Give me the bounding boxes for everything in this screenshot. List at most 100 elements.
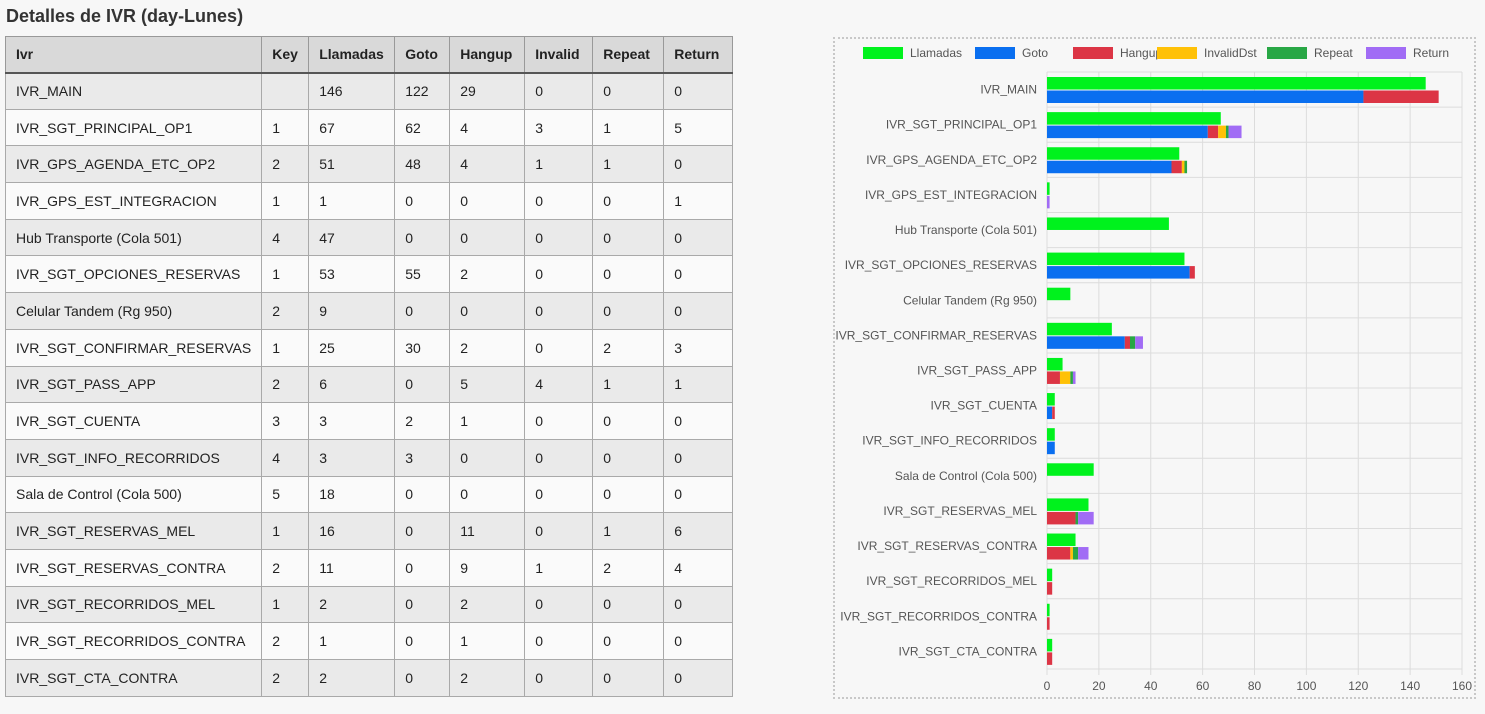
- cell-invalid: 0: [524, 255, 594, 294]
- cell-hangup: 4: [449, 108, 526, 147]
- cell-llamadas: 9: [308, 292, 396, 330]
- cell-invalid: 0: [524, 585, 594, 624]
- category-label: IVR_SGT_CTA_CONTRA: [899, 644, 1037, 658]
- column-header-llamadas[interactable]: Llamadas: [308, 36, 396, 74]
- column-header-goto[interactable]: Goto: [394, 36, 451, 74]
- cell-llamadas: 1: [308, 182, 396, 220]
- bar-llamadas: [1047, 498, 1089, 511]
- cell-invalid: 0: [524, 475, 594, 514]
- cell-goto: 3: [394, 438, 451, 477]
- cell-llamadas: 1: [308, 622, 396, 660]
- cell-repeat: 0: [592, 255, 665, 294]
- category-label: IVR_SGT_RECORRIDOS_MEL: [866, 574, 1037, 588]
- bar-invaliddst: [1181, 160, 1185, 174]
- category-label: IVR_SGT_CONFIRMAR_RESERVAS: [835, 328, 1037, 342]
- cell-repeat: 0: [592, 622, 665, 660]
- bar-repeat: [1225, 125, 1229, 139]
- legend-label: InvalidDst: [1204, 46, 1257, 60]
- cell-key: 1: [261, 328, 310, 367]
- column-header-invalid[interactable]: Invalid: [524, 36, 594, 74]
- cell-invalid: 0: [524, 328, 594, 367]
- table-row: IVR_SGT_RESERVAS_MEL 1 16 0 11 0 1 6: [4, 512, 734, 550]
- cell-return: 0: [663, 585, 734, 624]
- cell-invalid: 4: [524, 365, 594, 404]
- cell-repeat: 2: [592, 328, 665, 367]
- cell-ivr: IVR_SGT_CTA_CONTRA: [4, 659, 263, 697]
- bar-llamadas: [1047, 112, 1221, 125]
- cell-key: 2: [261, 365, 310, 404]
- legend-swatch: [863, 47, 903, 59]
- cell-return: 1: [663, 182, 734, 220]
- category-label: IVR_SGT_OPCIONES_RESERVAS: [845, 258, 1037, 272]
- cell-hangup: 2: [449, 255, 526, 294]
- cell-goto: 0: [394, 292, 451, 330]
- cell-hangup: 4: [449, 145, 526, 184]
- legend-swatch: [1366, 47, 1406, 59]
- cell-hangup: 2: [449, 659, 526, 697]
- bar-hangup: [1189, 266, 1195, 279]
- bar-goto: [1047, 441, 1055, 455]
- bar-llamadas: [1047, 393, 1055, 406]
- table-row: IVR_SGT_CUENTA 3 3 2 1 0 0 0: [4, 402, 734, 440]
- category-label: Celular Tandem (Rg 950): [903, 293, 1037, 307]
- cell-invalid: 0: [524, 622, 594, 660]
- cell-return: 0: [663, 145, 734, 184]
- cell-goto: 55: [394, 255, 451, 294]
- bar-hangup: [1052, 406, 1055, 420]
- bar-hangup: [1207, 125, 1219, 139]
- category-label: IVR_SGT_INFO_RECORRIDOS: [862, 434, 1037, 448]
- category-label: IVR_SGT_CUENTA: [931, 399, 1037, 413]
- bar-hangup: [1047, 582, 1053, 595]
- bar-llamadas: [1047, 217, 1169, 230]
- bar-goto: [1047, 90, 1364, 103]
- cell-key: 2: [261, 145, 310, 184]
- legend-swatch: [1157, 47, 1197, 59]
- legend-swatch: [975, 47, 1015, 59]
- category-label: IVR_SGT_RESERVAS_CONTRA: [857, 539, 1037, 553]
- category-label: Hub Transporte (Cola 501): [895, 223, 1037, 237]
- table-row: IVR_SGT_RESERVAS_CONTRA 2 11 0 9 1 2 4: [4, 548, 734, 587]
- cell-ivr: IVR_GPS_AGENDA_ETC_OP2: [4, 145, 263, 184]
- column-header-return[interactable]: Return: [663, 36, 734, 74]
- column-header-repeat[interactable]: Repeat: [592, 36, 665, 74]
- bar-return: [1078, 547, 1089, 560]
- cell-goto: 0: [394, 512, 451, 550]
- bar-llamadas: [1047, 77, 1426, 90]
- cell-key: 2: [261, 548, 310, 587]
- bar-hangup: [1363, 90, 1439, 103]
- cell-key: 4: [261, 438, 310, 477]
- table-row: IVR_SGT_CONFIRMAR_RESERVAS 1 25 30 2 0 2 3: [4, 328, 734, 367]
- cell-llamadas: 3: [308, 402, 396, 440]
- x-tick-label: 120: [1348, 679, 1368, 693]
- bar-llamadas: [1047, 568, 1053, 582]
- cell-return: 0: [663, 402, 734, 440]
- legend-label: Goto: [1022, 46, 1048, 60]
- cell-hangup: 5: [449, 365, 526, 404]
- column-header-hangup[interactable]: Hangup: [449, 36, 526, 74]
- bar-llamadas: [1047, 182, 1050, 195]
- ivr-bar-chart: 0 20 40 60 80 100 120 140 160 IVR_MAIN IVR_SGT_PRI…: [833, 37, 1476, 699]
- cell-ivr: IVR_SGT_RESERVAS_CONTRA: [4, 548, 263, 587]
- x-tick-label: 20: [1092, 679, 1106, 693]
- bar-llamadas: [1047, 147, 1180, 160]
- column-header-key[interactable]: Key: [261, 36, 310, 74]
- cell-repeat: 0: [592, 585, 665, 624]
- cell-llamadas: 51: [308, 145, 396, 184]
- cell-key: 5: [261, 475, 310, 514]
- bar-llamadas: [1047, 322, 1112, 336]
- cell-return: 3: [663, 328, 734, 367]
- bar-hangup: [1047, 617, 1050, 630]
- bar-hangup: [1047, 547, 1071, 560]
- cell-llamadas: 25: [308, 328, 396, 367]
- category-label: IVR_SGT_RECORRIDOS_CONTRA: [840, 609, 1037, 623]
- bar-hangup: [1124, 336, 1130, 349]
- cell-goto: 0: [394, 659, 451, 697]
- cell-ivr: IVR_MAIN: [4, 72, 263, 110]
- cell-repeat: 1: [592, 145, 665, 184]
- cell-hangup: 11: [449, 512, 526, 550]
- bar-return: [1047, 195, 1050, 209]
- cell-ivr: Sala de Control (Cola 500): [4, 475, 263, 514]
- column-header-ivr[interactable]: Ivr: [4, 36, 263, 74]
- legend-label: Hangup: [1120, 46, 1162, 60]
- cell-hangup: 2: [449, 585, 526, 624]
